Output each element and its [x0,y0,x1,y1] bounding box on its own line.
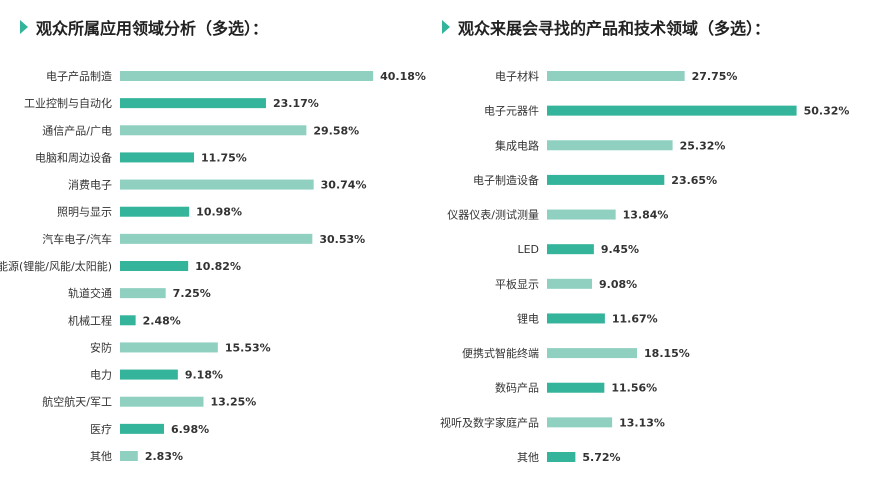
left-bar [120,179,314,190]
triangle-bullet-icon [442,20,450,34]
right-bar-chart: 电子材料 27.75% 电子元器件 50.32% 集成电路 25.32% 电子制造设备 23.… [440,69,850,464]
left-bar [120,71,374,81]
left-chart-title: 观众所属应用领域分析（多选）： [20,14,268,40]
right-value-label: 13.13% [619,416,665,429]
left-category-label: 照明与显示 [57,206,112,219]
right-category-label: 集成电路 [495,138,539,152]
left-category-label: 新能源(锂能/风能/太阳能) [0,259,112,273]
right-category-label: LED [517,243,539,256]
left-category-label: 机械工程 [68,313,112,327]
right-category-label: 平板显示 [495,277,539,291]
left-bar [120,261,189,271]
right-value-label: 18.15% [644,347,690,360]
left-value-label: 13.25% [210,396,256,409]
right-bar [547,105,797,116]
left-bar [120,396,204,407]
left-category-label: 电子产品制造 [46,69,112,83]
right-bar [547,140,673,151]
left-value-label: 6.98% [171,423,209,436]
right-bar [547,278,593,289]
left-category-label: 医疗 [90,422,112,436]
right-value-label: 9.45% [601,243,639,256]
right-value-label: 11.56% [611,382,657,395]
right-bar [547,174,665,185]
left-bar [120,98,266,109]
left-value-label: 30.53% [319,233,365,246]
right-value-label: 25.32% [680,139,726,152]
triangle-bullet-icon [20,20,28,34]
left-value-label: 10.82% [195,260,241,273]
left-bar [120,451,138,461]
left-bar [120,423,164,434]
right-chart-title: 观众来展会寻找的产品和技术领域（多选）： [442,14,770,40]
left-category-label: 电力 [90,369,112,382]
right-category-label: 数码产品 [495,381,539,395]
left-bar [120,152,195,163]
right-value-label: 50.32% [804,105,850,118]
left-category-label: 消费电子 [68,178,112,192]
right-category-label: 仪器仪表/测试测量 [447,208,539,222]
right-value-label: 5.72% [582,451,620,464]
left-value-label: 9.18% [185,369,223,382]
right-bar [547,452,576,462]
left-category-label: 汽车电子/汽车 [42,232,112,246]
left-bar [120,233,313,244]
left-category-label: 轨道交通 [68,286,112,300]
right-value-label: 9.08% [599,278,637,291]
left-category-label: 通信产品/广电 [42,123,112,137]
left-value-label: 23.17% [273,97,319,110]
left-bar [120,206,190,217]
right-category-label: 锂电 [517,311,539,325]
left-value-label: 15.53% [225,341,271,354]
left-bar [120,342,218,353]
left-value-label: 7.25% [173,287,211,300]
left-bar [120,288,166,299]
left-bar [120,315,136,326]
left-category-label: 工业控制与自动化 [24,96,112,110]
right-bar [547,417,613,428]
left-category-label: 电脑和周边设备 [35,150,112,164]
right-bar [547,71,685,81]
left-value-label: 30.74% [321,179,367,192]
right-chart-title-text: 观众来展会寻找的产品和技术领域（多选）： [458,19,771,38]
left-value-label: 10.98% [196,206,242,219]
right-category-label: 便携式智能终端 [462,346,539,360]
right-category-label: 电子材料 [495,69,539,83]
right-bar [547,382,605,393]
right-category-label: 电子制造设备 [473,173,539,187]
left-value-label: 2.83% [145,450,183,463]
left-category-label: 其他 [90,450,112,463]
right-value-label: 23.65% [671,174,717,187]
left-category-label: 安防 [90,340,112,354]
right-bar [547,209,616,220]
right-category-label: 视听及数字家庭产品 [440,415,539,429]
left-bar [120,125,307,136]
right-value-label: 27.75% [692,70,738,83]
left-value-label: 29.58% [313,124,359,137]
left-value-label: 40.18% [380,70,426,83]
right-bar [547,348,638,359]
right-category-label: 其他 [517,451,539,464]
right-bar [547,313,605,324]
left-category-label: 航空航天/军工 [42,395,112,409]
right-bar [547,244,594,255]
right-value-label: 13.84% [623,209,669,222]
right-category-label: 电子元器件 [484,105,539,118]
right-value-label: 11.67% [612,312,658,325]
left-chart-title-text: 观众所属应用领域分析（多选）： [36,19,269,38]
left-bar-chart: 电子产品制造 40.18% 工业控制与自动化 23.17% 通信产品/广电 29.58% 电… [0,69,426,463]
left-value-label: 2.48% [143,314,181,327]
left-value-label: 11.75% [201,151,247,164]
left-bar [120,369,178,380]
